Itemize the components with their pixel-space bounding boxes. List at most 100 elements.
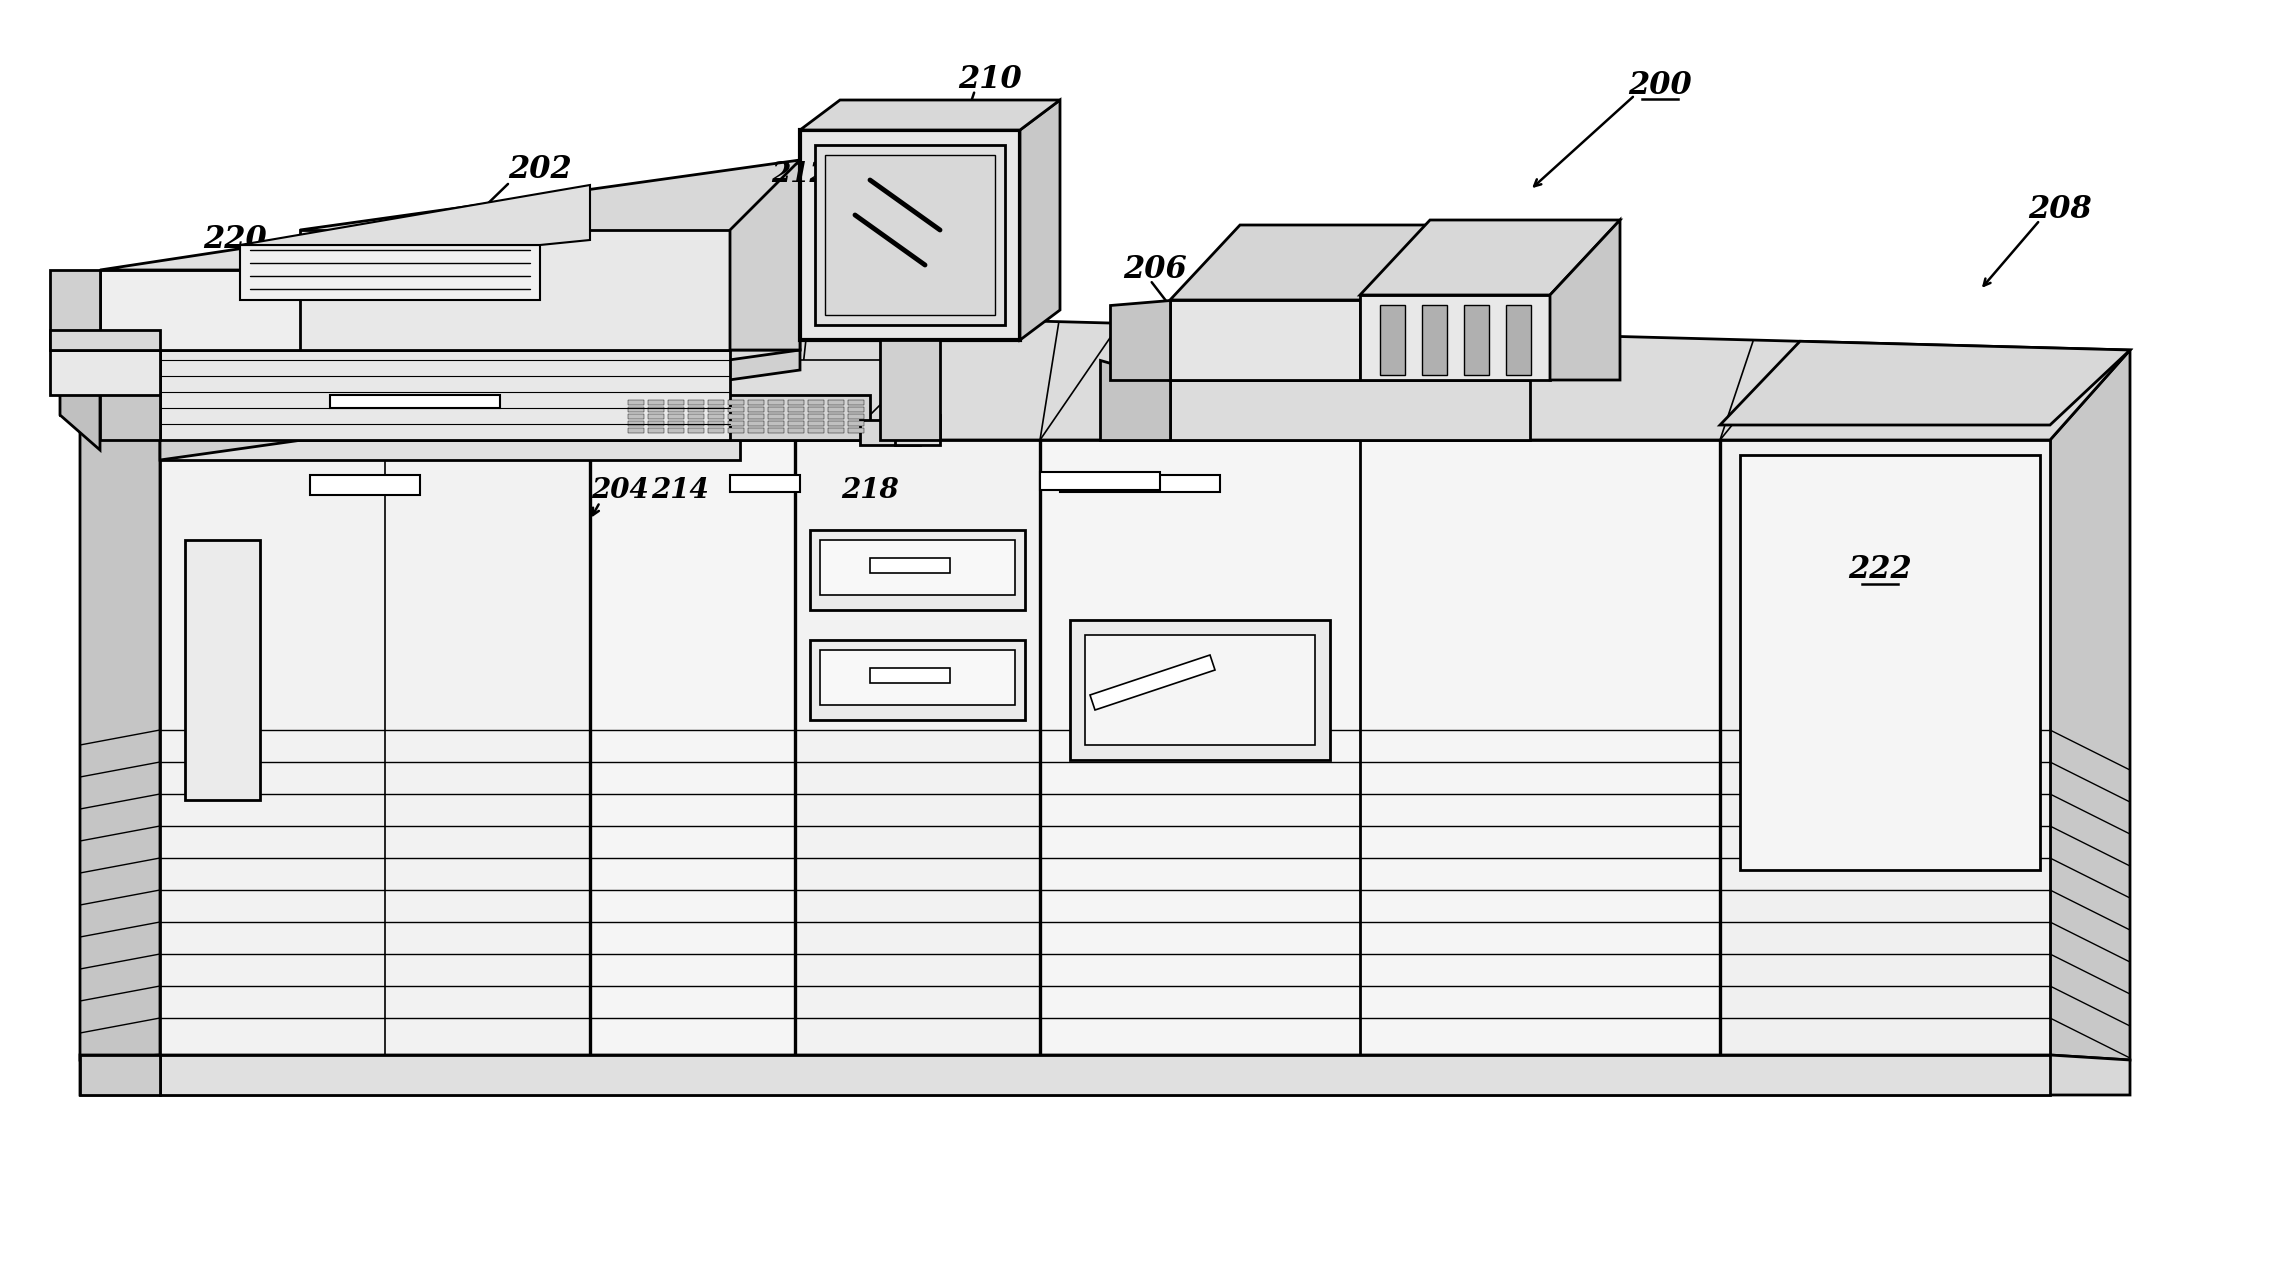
Polygon shape <box>801 130 1020 340</box>
Polygon shape <box>815 145 1004 326</box>
Text: 212: 212 <box>771 162 828 188</box>
Polygon shape <box>1721 341 2130 425</box>
Polygon shape <box>787 427 803 432</box>
Polygon shape <box>1071 619 1329 759</box>
Polygon shape <box>895 415 940 445</box>
Polygon shape <box>849 413 865 418</box>
Polygon shape <box>819 650 1016 705</box>
Polygon shape <box>810 640 1025 720</box>
Polygon shape <box>730 160 801 350</box>
Polygon shape <box>707 427 723 432</box>
Polygon shape <box>160 300 2130 440</box>
Text: 204: 204 <box>590 477 650 504</box>
Polygon shape <box>1110 300 1169 380</box>
Polygon shape <box>689 413 705 418</box>
Text: 200: 200 <box>1629 70 1691 100</box>
Polygon shape <box>769 413 785 418</box>
Polygon shape <box>627 413 643 418</box>
Polygon shape <box>648 413 664 418</box>
Polygon shape <box>728 427 744 432</box>
Polygon shape <box>730 474 801 492</box>
Polygon shape <box>849 399 865 404</box>
Polygon shape <box>1085 635 1316 745</box>
Polygon shape <box>50 270 101 350</box>
Polygon shape <box>300 230 730 350</box>
Polygon shape <box>707 413 723 418</box>
Polygon shape <box>1506 305 1531 375</box>
Polygon shape <box>101 350 160 440</box>
Polygon shape <box>787 407 803 412</box>
Polygon shape <box>828 421 844 426</box>
Polygon shape <box>787 421 803 426</box>
Polygon shape <box>689 399 705 404</box>
Polygon shape <box>185 541 261 800</box>
Text: 214: 214 <box>652 477 709 504</box>
Polygon shape <box>787 399 803 404</box>
Polygon shape <box>2050 350 2130 1060</box>
Polygon shape <box>808 413 824 418</box>
Polygon shape <box>160 270 801 350</box>
Polygon shape <box>80 1054 160 1095</box>
Polygon shape <box>59 340 101 450</box>
Polygon shape <box>689 407 705 412</box>
Polygon shape <box>808 427 824 432</box>
Polygon shape <box>748 407 764 412</box>
Polygon shape <box>240 245 540 300</box>
Polygon shape <box>769 407 785 412</box>
Polygon shape <box>590 360 924 440</box>
Polygon shape <box>808 407 824 412</box>
Polygon shape <box>627 407 643 412</box>
Polygon shape <box>1380 305 1405 375</box>
Polygon shape <box>1169 300 1611 380</box>
Polygon shape <box>101 270 480 350</box>
Text: 218: 218 <box>842 477 899 504</box>
Polygon shape <box>828 413 844 418</box>
Polygon shape <box>1169 380 1531 440</box>
Polygon shape <box>648 407 664 412</box>
Polygon shape <box>1464 305 1489 375</box>
Polygon shape <box>240 184 590 245</box>
Polygon shape <box>50 350 160 396</box>
Polygon shape <box>787 413 803 418</box>
Polygon shape <box>1089 655 1215 710</box>
Polygon shape <box>869 558 950 572</box>
Polygon shape <box>728 421 744 426</box>
Polygon shape <box>1359 220 1620 295</box>
Polygon shape <box>590 440 794 1054</box>
Polygon shape <box>769 427 785 432</box>
Polygon shape <box>769 421 785 426</box>
Polygon shape <box>1101 360 1169 440</box>
Polygon shape <box>627 399 643 404</box>
Text: 222: 222 <box>1849 555 1913 585</box>
Text: 206: 206 <box>1123 254 1187 285</box>
Polygon shape <box>828 399 844 404</box>
Polygon shape <box>689 421 705 426</box>
Polygon shape <box>819 541 1016 595</box>
Polygon shape <box>627 427 643 432</box>
Polygon shape <box>707 407 723 412</box>
Polygon shape <box>849 427 865 432</box>
Polygon shape <box>1423 305 1446 375</box>
Polygon shape <box>748 427 764 432</box>
Polygon shape <box>627 421 643 426</box>
Polygon shape <box>648 427 664 432</box>
Polygon shape <box>668 421 684 426</box>
Polygon shape <box>59 380 400 415</box>
Polygon shape <box>808 399 824 404</box>
Polygon shape <box>1169 300 1359 380</box>
Polygon shape <box>828 427 844 432</box>
Polygon shape <box>689 427 705 432</box>
Polygon shape <box>748 399 764 404</box>
Polygon shape <box>620 396 869 440</box>
Polygon shape <box>1739 455 2041 870</box>
Polygon shape <box>160 1054 2050 1095</box>
Polygon shape <box>794 440 1041 1054</box>
Polygon shape <box>728 413 744 418</box>
Polygon shape <box>869 668 950 683</box>
Text: 208: 208 <box>2027 195 2091 225</box>
Polygon shape <box>801 100 1059 130</box>
Polygon shape <box>648 421 664 426</box>
Polygon shape <box>309 474 421 495</box>
Polygon shape <box>849 421 865 426</box>
Polygon shape <box>1020 100 1059 340</box>
